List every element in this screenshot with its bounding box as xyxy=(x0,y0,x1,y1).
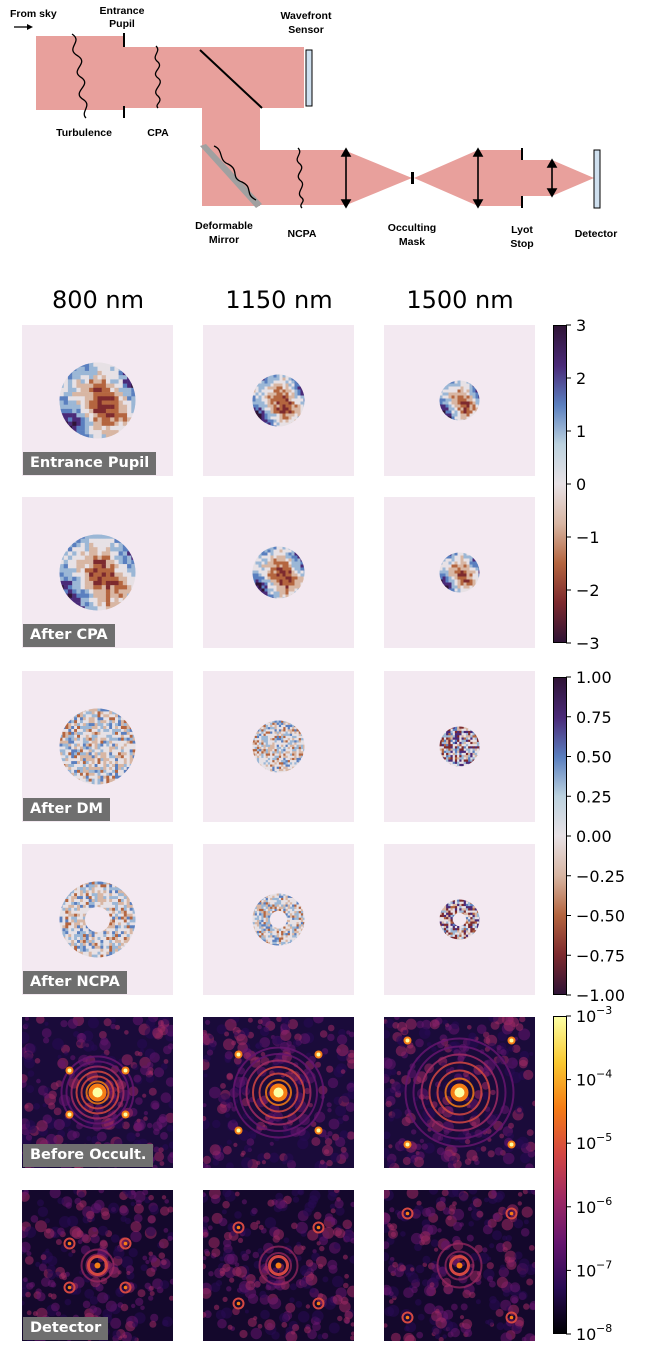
panel-5-1 xyxy=(203,1190,354,1341)
panel-3-2 xyxy=(384,844,535,995)
colorbar-tick-exponent: −8 xyxy=(596,1322,612,1335)
label-turbulence: Turbulence xyxy=(56,127,112,139)
label-entrance-pupil-1: Entrance xyxy=(100,5,145,17)
label-occulting-2: Mask xyxy=(399,236,425,248)
colorbar-tick-exponent: −5 xyxy=(596,1131,612,1144)
colorbar-tick-label: 10 xyxy=(576,1198,596,1217)
colorbar-tick-label: 10 xyxy=(576,1071,596,1090)
colorbar-tick-label: −1 xyxy=(576,528,600,547)
label-deformable-2: Mirror xyxy=(209,234,239,246)
colorbar-log-intensity xyxy=(553,1016,567,1334)
wavefront-sensor xyxy=(306,50,312,106)
column-header-800nm: 800 nm xyxy=(22,286,174,314)
panel-5-2 xyxy=(384,1190,535,1341)
colorbar-tick-label: −0.50 xyxy=(576,907,625,926)
row-label: After NCPA xyxy=(23,971,127,994)
panel-1-2 xyxy=(384,497,535,648)
colorbar-log-intensity-ticks: 10−310−410−510−610−710−8 xyxy=(566,1006,652,1346)
colorbar-tick-label: −0.75 xyxy=(576,946,625,965)
label-lyot-2: Stop xyxy=(510,238,533,250)
row-label: Entrance Pupil xyxy=(23,452,156,475)
colorbar-tick-exponent: −4 xyxy=(596,1068,612,1081)
panel-0-2 xyxy=(384,325,535,476)
colorbar-tick-label: 10 xyxy=(576,1007,596,1026)
label-ncpa: NCPA xyxy=(288,228,317,240)
label-from-sky: From sky xyxy=(10,8,57,20)
label-lyot-1: Lyot xyxy=(511,224,533,236)
panel-3-1 xyxy=(203,844,354,995)
label-cpa: CPA xyxy=(147,127,169,139)
colorbar-phase-small-ticks: 1.00 0.75 0.50 0.25 0.00 −0.25 −0.50 −0.75 −1.00 xyxy=(566,667,646,1007)
colorbar-tick-label: 3 xyxy=(576,316,586,335)
arrow-icon xyxy=(14,24,33,30)
colorbar-tick-label: −3 xyxy=(576,634,600,653)
row-label: After CPA xyxy=(23,624,115,647)
panel-2-0: After DM xyxy=(22,671,173,822)
panel-1-1 xyxy=(203,497,354,648)
column-header-1150nm: 1150 nm xyxy=(203,286,355,314)
row-label: Detector xyxy=(23,1317,108,1340)
colorbar-tick-label: 0.25 xyxy=(576,787,612,806)
occulting-mask xyxy=(411,172,414,184)
panel-4-0: Before Occult. xyxy=(22,1017,173,1168)
label-deformable-1: Deformable xyxy=(195,220,253,232)
panel-5-0: Detector xyxy=(22,1190,173,1341)
row-label: After DM xyxy=(23,798,110,821)
colorbar-tick-label: 10 xyxy=(576,1325,596,1344)
colorbar-tick-label: 0.50 xyxy=(576,748,612,767)
detector-plate xyxy=(594,150,600,208)
label-detector: Detector xyxy=(575,228,618,240)
colorbar-tick-label: 2 xyxy=(576,369,586,388)
colorbar-tick-exponent: −7 xyxy=(596,1258,612,1271)
panel-3-0: After NCPA xyxy=(22,844,173,995)
colorbar-tick-label: 0.00 xyxy=(576,827,612,846)
label-entrance-pupil-2: Pupil xyxy=(109,18,135,30)
label-occulting-1: Occulting xyxy=(388,222,436,234)
colorbar-phase-large xyxy=(553,325,567,643)
colorbar-tick-label: 1.00 xyxy=(576,668,612,687)
colorbar-tick-label: −2 xyxy=(576,581,600,600)
row-label: Before Occult. xyxy=(23,1144,153,1167)
panel-2-2 xyxy=(384,671,535,822)
panel-4-1 xyxy=(203,1017,354,1168)
colorbar-tick-label: 1 xyxy=(576,422,586,441)
colorbar-tick-exponent: −6 xyxy=(596,1195,612,1208)
colorbar-phase-small xyxy=(553,677,567,995)
panel-0-1 xyxy=(203,325,354,476)
label-wavefront-1: Wavefront xyxy=(281,10,332,22)
column-header-1500nm: 1500 nm xyxy=(384,286,536,314)
panel-0-0: Entrance Pupil xyxy=(22,325,173,476)
colorbar-tick-label: 10 xyxy=(576,1134,596,1153)
colorbar-tick-label: −0.25 xyxy=(576,867,625,886)
panel-1-0: After CPA xyxy=(22,497,173,648)
panel-4-2 xyxy=(384,1017,535,1168)
colorbar-tick-label: 0 xyxy=(576,475,586,494)
optical-layout-diagram: From sky Entrance Pupil Wavefront Sensor… xyxy=(0,0,652,260)
colorbar-tick-exponent: −3 xyxy=(596,1004,612,1017)
colorbar-tick-label: −1.00 xyxy=(576,986,625,1005)
panel-2-1 xyxy=(203,671,354,822)
colorbar-tick-label: 0.75 xyxy=(576,708,612,727)
colorbar-phase-large-ticks: 3 2 1 0 −1 −2 −3 xyxy=(566,315,636,655)
colorbar-tick-label: 10 xyxy=(576,1261,596,1280)
beam-path xyxy=(36,36,594,206)
label-wavefront-2: Sensor xyxy=(288,24,324,36)
